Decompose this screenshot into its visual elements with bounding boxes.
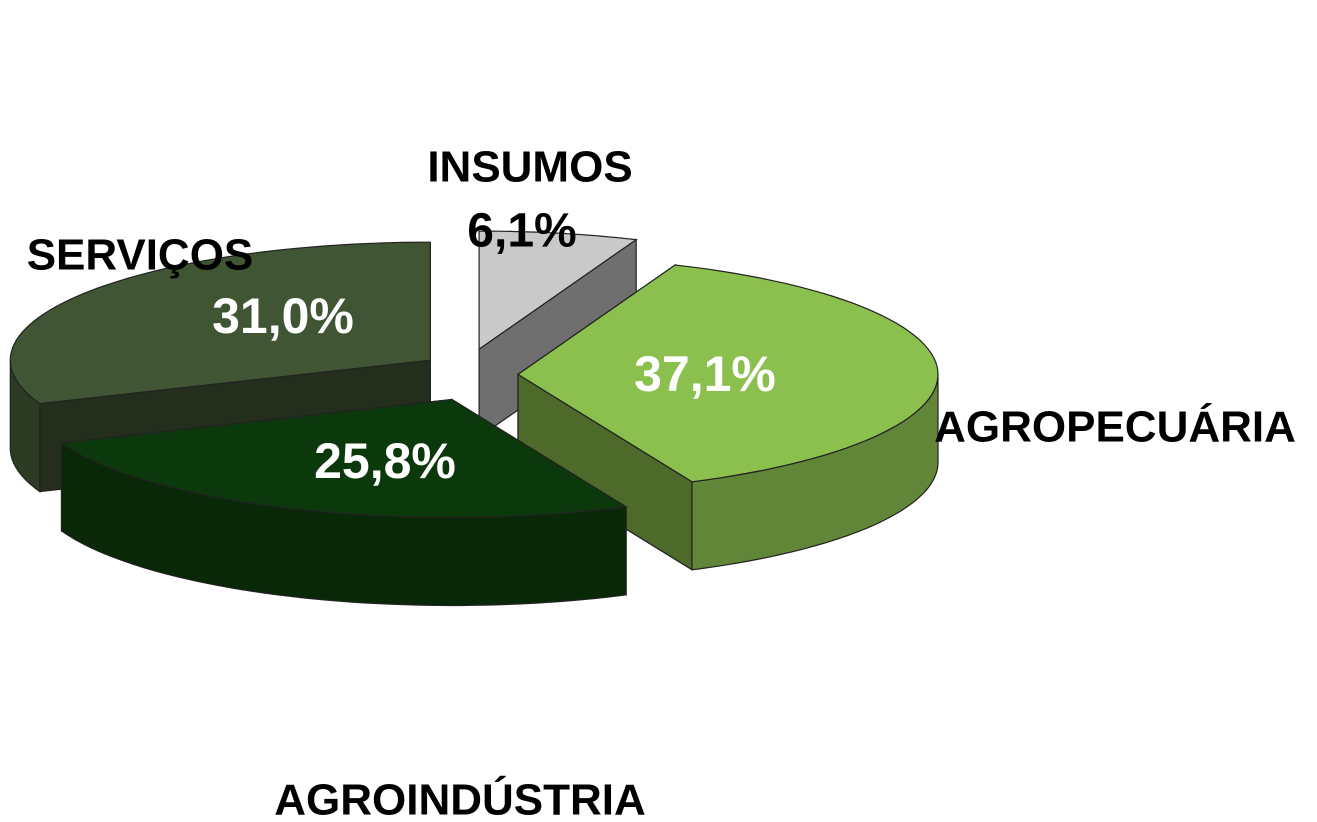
slice-top [9, 241, 431, 405]
pie-slice [59, 398, 628, 607]
category-label: AGROPECUÁRIA [934, 402, 1296, 452]
value-label: 25,8% [314, 433, 456, 489]
slice-top [478, 230, 638, 351]
value-label: 31,0% [212, 288, 354, 344]
pie-slice [516, 263, 939, 571]
slice-top [516, 264, 939, 483]
category-label: SERVIÇOS [27, 231, 254, 280]
category-label: INSUMOS [427, 143, 632, 192]
value-label: 6,1% [467, 205, 576, 258]
value-label: 37,1% [634, 346, 776, 402]
slice-top [59, 398, 628, 519]
category-label: AGROINDÚSTRIA [274, 775, 646, 822]
